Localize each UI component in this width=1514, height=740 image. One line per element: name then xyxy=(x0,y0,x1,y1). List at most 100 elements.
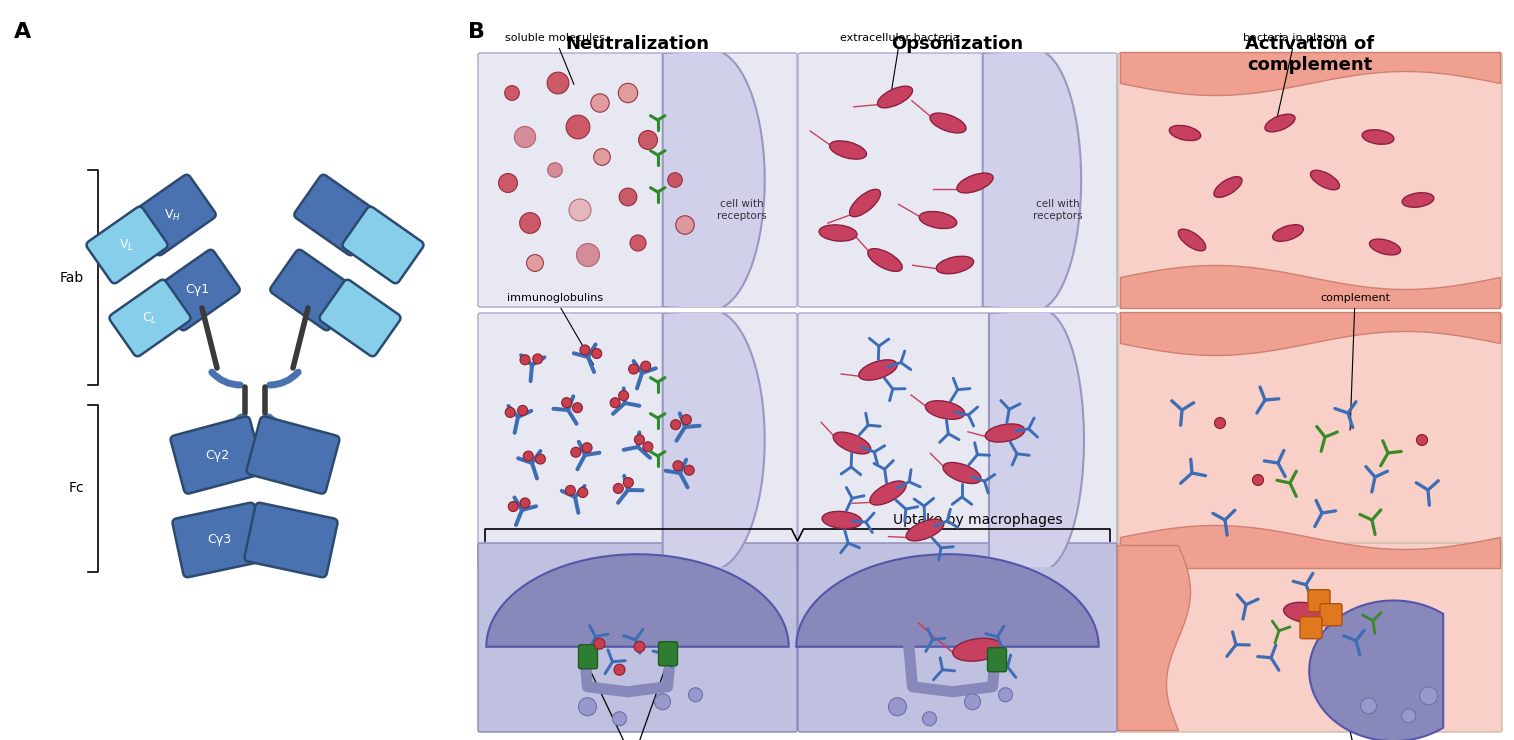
Circle shape xyxy=(593,638,606,649)
Ellipse shape xyxy=(1311,170,1340,189)
Circle shape xyxy=(634,642,645,652)
Polygon shape xyxy=(1310,600,1443,740)
FancyBboxPatch shape xyxy=(798,53,1117,307)
Text: bacteria in plasma: bacteria in plasma xyxy=(1243,33,1347,124)
Ellipse shape xyxy=(833,432,871,454)
Circle shape xyxy=(610,397,621,408)
Circle shape xyxy=(613,712,627,726)
Circle shape xyxy=(964,694,981,710)
Circle shape xyxy=(524,451,533,461)
Text: B: B xyxy=(468,22,484,42)
FancyBboxPatch shape xyxy=(130,175,215,255)
FancyBboxPatch shape xyxy=(271,249,356,330)
Ellipse shape xyxy=(858,360,898,380)
Circle shape xyxy=(592,349,601,358)
Circle shape xyxy=(577,243,600,266)
Ellipse shape xyxy=(1363,130,1394,144)
Text: Fab: Fab xyxy=(59,271,83,284)
FancyBboxPatch shape xyxy=(1301,616,1322,639)
Circle shape xyxy=(572,403,583,413)
Ellipse shape xyxy=(1402,192,1434,207)
Ellipse shape xyxy=(907,519,943,541)
FancyBboxPatch shape xyxy=(478,543,796,732)
Circle shape xyxy=(569,199,590,221)
Ellipse shape xyxy=(878,86,913,108)
FancyBboxPatch shape xyxy=(294,175,380,255)
FancyBboxPatch shape xyxy=(247,417,339,494)
Polygon shape xyxy=(663,50,765,310)
Circle shape xyxy=(580,345,590,355)
Polygon shape xyxy=(989,310,1084,570)
Circle shape xyxy=(615,665,625,675)
Circle shape xyxy=(578,488,587,497)
FancyBboxPatch shape xyxy=(578,645,598,669)
Text: immunoglobulins: immunoglobulins xyxy=(507,293,603,365)
Text: Activation of
complement: Activation of complement xyxy=(1246,35,1375,74)
Circle shape xyxy=(509,502,518,511)
Circle shape xyxy=(498,173,518,192)
Circle shape xyxy=(639,130,657,149)
Text: Uptake by macrophages: Uptake by macrophages xyxy=(893,513,1063,527)
Circle shape xyxy=(566,115,590,139)
Circle shape xyxy=(506,408,515,417)
FancyBboxPatch shape xyxy=(342,206,424,283)
FancyBboxPatch shape xyxy=(659,642,677,666)
FancyBboxPatch shape xyxy=(1320,604,1341,626)
Circle shape xyxy=(548,163,562,178)
Ellipse shape xyxy=(1178,229,1205,251)
Circle shape xyxy=(630,235,646,251)
Circle shape xyxy=(518,406,528,415)
Circle shape xyxy=(628,364,639,374)
Ellipse shape xyxy=(1284,602,1328,623)
Circle shape xyxy=(1252,474,1264,485)
Circle shape xyxy=(613,483,624,494)
Circle shape xyxy=(519,212,540,233)
FancyBboxPatch shape xyxy=(245,502,338,577)
Text: V$_H$: V$_H$ xyxy=(165,207,182,223)
Ellipse shape xyxy=(1214,177,1241,198)
Circle shape xyxy=(640,361,651,371)
Ellipse shape xyxy=(930,113,966,133)
FancyBboxPatch shape xyxy=(109,280,191,356)
Circle shape xyxy=(619,188,637,206)
Circle shape xyxy=(536,454,545,464)
Ellipse shape xyxy=(1264,114,1294,132)
Circle shape xyxy=(1417,434,1428,445)
Polygon shape xyxy=(486,554,789,647)
Polygon shape xyxy=(983,50,1081,310)
Circle shape xyxy=(689,687,702,702)
Text: C$_L$: C$_L$ xyxy=(142,311,157,326)
Ellipse shape xyxy=(822,511,861,528)
Polygon shape xyxy=(796,554,1099,647)
Text: extracellular bacteria: extracellular bacteria xyxy=(840,33,960,97)
Ellipse shape xyxy=(1273,225,1304,241)
FancyBboxPatch shape xyxy=(478,53,796,307)
Circle shape xyxy=(1214,417,1225,428)
Ellipse shape xyxy=(830,141,866,159)
Circle shape xyxy=(1420,687,1438,704)
Circle shape xyxy=(521,498,530,508)
Circle shape xyxy=(654,694,671,710)
Text: cell with
receptors: cell with receptors xyxy=(716,199,766,221)
Circle shape xyxy=(671,420,681,430)
Ellipse shape xyxy=(936,256,974,274)
Circle shape xyxy=(889,698,907,716)
Circle shape xyxy=(504,86,519,101)
Ellipse shape xyxy=(871,481,905,505)
Ellipse shape xyxy=(957,173,993,193)
FancyBboxPatch shape xyxy=(1117,543,1502,732)
Circle shape xyxy=(681,414,692,425)
Circle shape xyxy=(1402,709,1416,723)
Circle shape xyxy=(922,712,937,726)
FancyBboxPatch shape xyxy=(319,280,401,356)
Circle shape xyxy=(547,72,569,94)
Polygon shape xyxy=(663,310,765,570)
Ellipse shape xyxy=(952,639,1002,661)
Ellipse shape xyxy=(1169,125,1201,141)
Circle shape xyxy=(684,465,695,475)
FancyBboxPatch shape xyxy=(173,502,265,577)
Text: Cγ3: Cγ3 xyxy=(207,534,232,547)
Ellipse shape xyxy=(986,424,1025,442)
Circle shape xyxy=(619,391,628,400)
Text: V$_L$: V$_L$ xyxy=(120,238,135,252)
